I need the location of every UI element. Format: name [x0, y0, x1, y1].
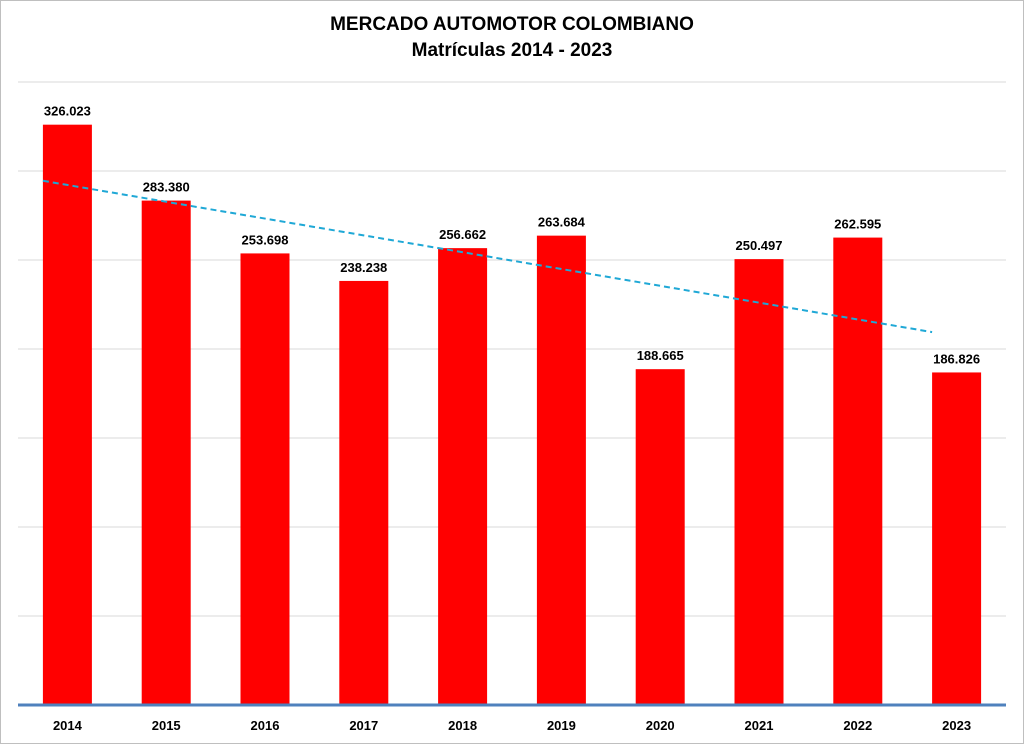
x-tick-2016: 2016 — [251, 718, 280, 733]
bar-2015 — [141, 200, 191, 705]
x-tick-2022: 2022 — [843, 718, 872, 733]
trendline-group — [42, 179, 933, 334]
data-label-2022: 262.595 — [834, 217, 881, 232]
x-tick-2014: 2014 — [53, 718, 83, 733]
x-tick-2018: 2018 — [448, 718, 477, 733]
data-labels: 326.023 283.380 253.698 238.238 256.662 263.6… — [44, 104, 980, 367]
bar-2014 — [42, 124, 92, 705]
bars — [42, 124, 982, 706]
data-label-2019: 263.684 — [538, 215, 586, 230]
chart-title: MERCADO AUTOMOTOR COLOMBIANO — [330, 14, 694, 35]
bar-2022 — [833, 237, 883, 705]
data-label-2016: 253.698 — [242, 232, 289, 247]
x-tick-2017: 2017 — [349, 718, 378, 733]
data-label-2021: 250.497 — [736, 238, 783, 253]
bar-2018 — [438, 248, 488, 705]
x-tick-2021: 2021 — [745, 718, 774, 733]
bar-2023 — [932, 372, 982, 705]
trendline — [42, 179, 933, 334]
bar-2017 — [339, 280, 389, 705]
chart-title-block: MERCADO AUTOMOTOR COLOMBIANO Matrículas … — [0, 12, 1024, 64]
x-tick-2023: 2023 — [942, 718, 971, 733]
x-tick-2015: 2015 — [152, 718, 181, 733]
data-label-2014: 326.023 — [44, 104, 91, 119]
data-label-2017: 238.238 — [340, 260, 387, 275]
chart-subtitle: Matrículas 2014 - 2023 — [411, 40, 613, 61]
bar-2019 — [536, 235, 586, 705]
x-tick-labels: 2014 2015 2016 2017 2018 2019 2020 2021 2022 2023 — [53, 718, 971, 733]
data-label-2020: 188.665 — [637, 348, 684, 363]
x-tick-2020: 2020 — [646, 718, 675, 733]
bar-2020 — [635, 369, 685, 705]
data-label-2023: 186.826 — [933, 351, 980, 366]
data-label-2018: 256.662 — [439, 227, 486, 242]
x-tick-2019: 2019 — [547, 718, 576, 733]
bar-2021 — [734, 259, 784, 705]
bar-2016 — [240, 253, 290, 706]
data-label-2015: 283.380 — [143, 180, 190, 195]
